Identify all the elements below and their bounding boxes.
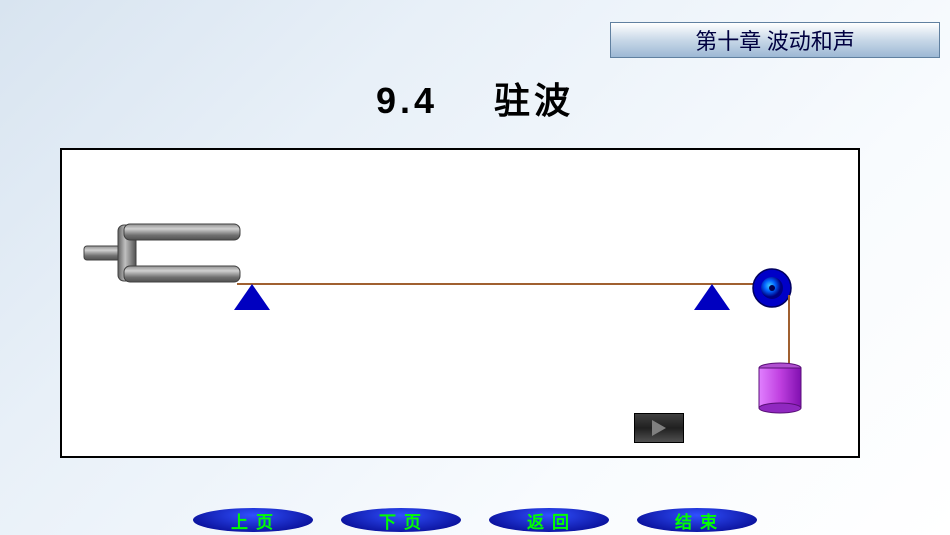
section-number: 9.4 [376, 80, 438, 121]
nav-end-button[interactable]: 结束 [637, 508, 757, 532]
nav-next-button[interactable]: 下页 [341, 508, 461, 532]
apparatus-svg [62, 150, 862, 460]
nav-prev-button[interactable]: 上页 [193, 508, 313, 532]
diagram-frame [60, 148, 860, 458]
nav-bar: 上页 下页 返回 结束 [0, 508, 950, 532]
pulley [753, 269, 791, 307]
tuning-fork [84, 224, 240, 282]
chapter-banner: 第十章 波动和声 [610, 22, 940, 58]
nav-label: 下页 [379, 508, 429, 533]
section-title: 驻波 [494, 80, 574, 121]
page-title: 9.4 驻波 [376, 72, 574, 124]
support-left [234, 284, 270, 310]
nav-label: 结束 [675, 508, 725, 533]
play-button[interactable] [634, 413, 684, 443]
support-right [694, 284, 730, 310]
weight [759, 363, 801, 413]
nav-back-button[interactable]: 返回 [489, 508, 609, 532]
nav-label: 上页 [231, 508, 281, 533]
nav-label: 返回 [527, 508, 577, 533]
chapter-label: 第十章 波动和声 [695, 24, 855, 56]
